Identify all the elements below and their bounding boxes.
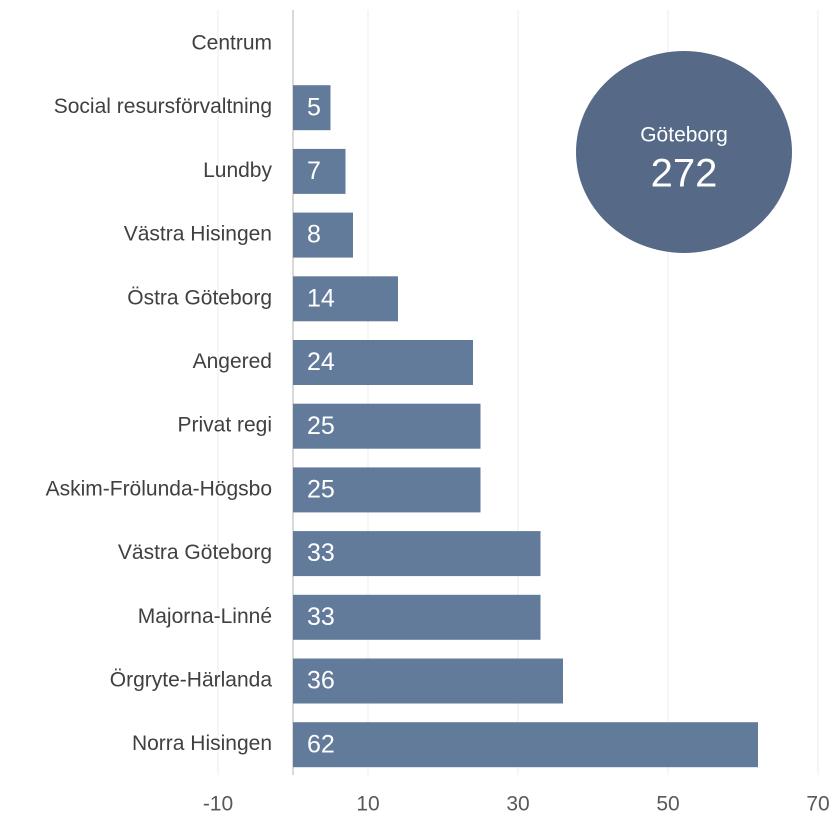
bar [293, 212, 353, 258]
x-tick-label: -10 [203, 793, 233, 816]
value-label: 33 [307, 539, 335, 567]
value-label: 36 [307, 667, 335, 695]
y-tick-label: Social resursförvaltning [54, 95, 272, 118]
y-tick-label: Askim-Frölunda-Högsbo [46, 477, 272, 500]
bar [293, 467, 481, 513]
y-tick-label: Majorna-Linné [138, 605, 272, 628]
bar [293, 276, 398, 322]
value-label: 5 [307, 93, 321, 121]
value-label: 33 [307, 603, 335, 631]
y-tick-label: Norra Hisingen [132, 732, 272, 755]
y-tick-label: Östra Göteborg [127, 286, 272, 309]
y-tick-label: Angered [193, 350, 272, 373]
value-label: 62 [307, 730, 335, 758]
x-tick-label: 70 [806, 793, 829, 816]
y-tick-label: Västra Hisingen [124, 223, 272, 246]
value-label: 24 [307, 348, 335, 376]
x-tick-label: 10 [356, 793, 379, 816]
value-label: 7 [307, 157, 321, 185]
y-tick-label: Lundby [203, 159, 272, 182]
total-value: 272 [651, 152, 718, 196]
value-label: 8 [307, 221, 321, 249]
y-tick-label: Centrum [191, 32, 272, 55]
y-tick-label: Örgryte-Härlanda [110, 669, 273, 692]
y-tick-label: Västra Göteborg [118, 541, 272, 564]
value-label: 14 [307, 284, 335, 312]
bar [293, 148, 346, 194]
total-label: Göteborg [640, 124, 728, 147]
value-label: 25 [307, 476, 335, 504]
total-bubble [576, 51, 792, 253]
bar [293, 594, 541, 640]
bar [293, 340, 473, 385]
x-tick-label: 50 [656, 793, 679, 816]
bar [293, 403, 481, 449]
y-tick-label: Privat regi [177, 414, 272, 437]
x-tick-label: 30 [506, 793, 529, 816]
value-label: 25 [307, 412, 335, 440]
bar [293, 722, 758, 768]
bar [293, 658, 563, 704]
bar [293, 531, 541, 577]
bar [293, 85, 331, 131]
